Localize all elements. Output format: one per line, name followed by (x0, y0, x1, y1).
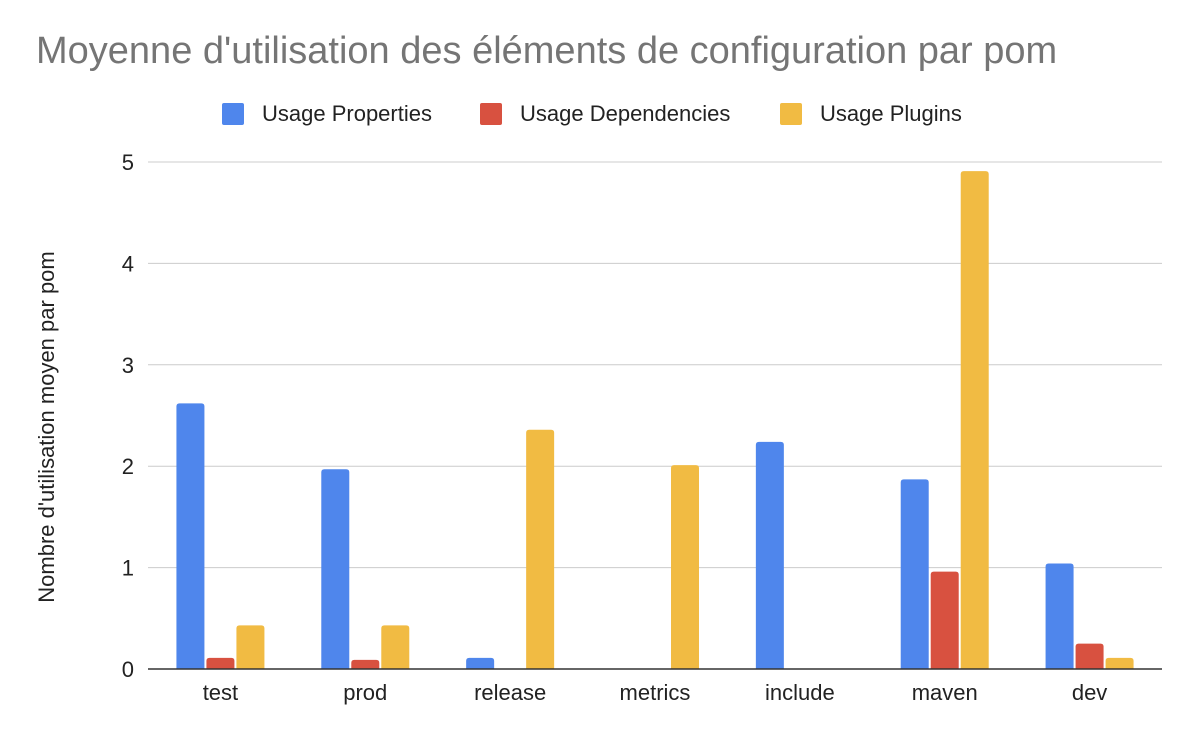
bar-test-usage-plugins[interactable] (236, 625, 265, 669)
x-tick-label: dev (1072, 680, 1107, 705)
y-tick-label: 2 (122, 454, 134, 479)
y-tick-label: 4 (122, 251, 134, 276)
bar-maven-usage-plugins[interactable] (960, 171, 989, 669)
legend-item-properties[interactable]: Usage Properties (222, 98, 432, 130)
x-tick-label: release (474, 680, 546, 705)
y-tick-label: 1 (122, 556, 134, 581)
bar-dev-usage-plugins[interactable] (1105, 657, 1134, 669)
legend-swatch-plugins (780, 103, 802, 125)
y-tick-label: 3 (122, 353, 134, 378)
legend-swatch-properties (222, 103, 244, 125)
bar-prod-usage-properties[interactable] (321, 469, 350, 669)
legend-item-plugins[interactable]: Usage Plugins (780, 98, 962, 130)
bar-metrics-usage-plugins[interactable] (671, 465, 699, 669)
chart-title: Moyenne d'utilisation des éléments de co… (36, 30, 1058, 72)
bar-test-usage-dependencies[interactable] (206, 657, 235, 669)
legend-swatch-dependencies (480, 103, 502, 125)
legend-label-dependencies: Usage Dependencies (520, 101, 731, 126)
bar-dev-usage-properties[interactable] (1045, 563, 1074, 669)
bar-release-usage-properties[interactable] (466, 657, 495, 669)
legend-label-plugins: Usage Plugins (820, 101, 962, 126)
legend: Usage Properties Usage Dependencies Usag… (0, 98, 1196, 130)
y-tick-label: 0 (122, 657, 134, 682)
legend-label-properties: Usage Properties (262, 101, 432, 126)
y-tick-label: 5 (122, 150, 134, 175)
x-tick-label: test (203, 680, 238, 705)
bar-prod-usage-plugins[interactable] (381, 625, 410, 669)
bar-dev-usage-dependencies[interactable] (1075, 643, 1104, 669)
x-tick-label: metrics (620, 680, 691, 705)
x-tick-label: maven (912, 680, 978, 705)
y-axis-title: Nombre d'utilisation moyen par pom (34, 251, 59, 602)
x-tick-label: include (765, 680, 835, 705)
bar-prod-usage-dependencies[interactable] (351, 659, 380, 669)
bar-maven-usage-properties[interactable] (900, 479, 929, 669)
legend-item-dependencies[interactable]: Usage Dependencies (480, 98, 730, 130)
bar-maven-usage-dependencies[interactable] (930, 571, 959, 669)
bar-test-usage-properties[interactable] (176, 403, 205, 669)
bar-release-usage-plugins[interactable] (526, 429, 555, 669)
bar-include-usage-properties[interactable] (755, 441, 784, 669)
x-tick-label: prod (343, 680, 387, 705)
